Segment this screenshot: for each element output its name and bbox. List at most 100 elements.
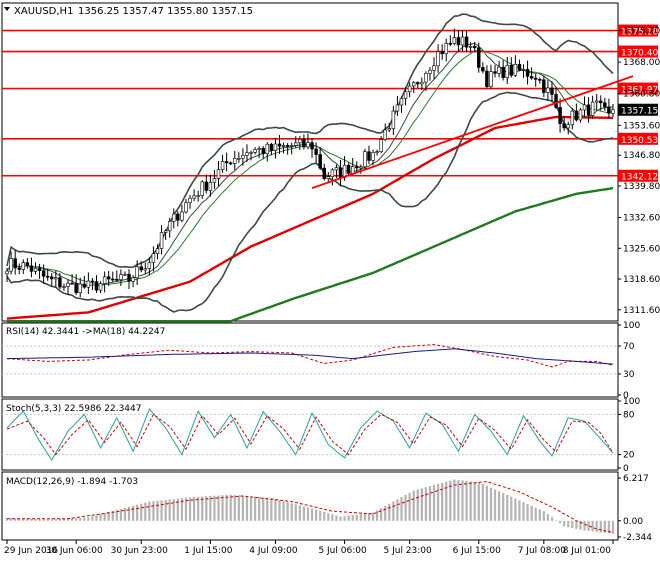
stoch-tick-label: 20 [623,451,635,461]
candle-body [375,151,379,153]
level-label-box [618,132,658,145]
candle-body [582,104,587,111]
candle-body [102,276,107,284]
macd-series-line [7,481,614,533]
rsi-frame [1,322,619,398]
candle-body [192,195,196,199]
candle-body [261,148,265,154]
collapse-triangle-icon[interactable] [4,7,10,11]
candle-body [521,69,526,71]
candle-body [359,166,363,169]
candle-body [472,45,477,49]
level-label-text: 1342.12 [621,173,658,183]
candle-body [249,151,253,154]
price-tick-label: 1353.60 [623,121,660,131]
candle-body [135,266,139,279]
candles [5,28,615,298]
candle-body [420,81,424,85]
candle-body [525,69,530,77]
level-label-text: 1375.18 [621,28,658,38]
candle-body [62,286,66,288]
level-label-box [618,82,658,95]
fast-ma-line-2 [6,49,614,285]
candle-body [481,67,485,72]
candle-body [558,107,562,124]
chart-header: XAUUSD,H1 1356.25 1357.47 1355.80 1357.1… [4,6,253,17]
price-tick-label: 1368.00 [623,58,660,68]
candle-body [111,278,115,281]
candle-body [5,270,9,275]
candle-body [574,110,579,121]
candle-body [477,47,481,68]
candle-body [41,270,46,277]
candle-body [184,202,188,213]
rsi-label: RSI(14) 42.3441 ->MA(18) 44.2247 [6,327,165,337]
macd-panel[interactable]: 6.217 0.00 -2.344 [5,474,652,543]
price-tick-label: 1311.60 [623,306,660,316]
candle-body [497,66,501,74]
candle-body [265,143,270,154]
candle-body [452,37,457,44]
candle-body [298,139,302,144]
candle-body [570,110,575,125]
candle-body [45,275,50,278]
candle-body [253,149,257,153]
candle-body [224,161,229,164]
candle-body [611,109,615,114]
candle-body [294,142,298,146]
candle-body [586,104,591,116]
current-price-label: 1357.15 [621,107,658,117]
stoch-frame [1,398,619,471]
candle-body [306,142,310,148]
rsi-tick-label: 70 [623,342,635,352]
candle-body [29,265,34,272]
candle-body [529,76,534,79]
time-tick-label: 29 Jun 2016 [4,546,58,556]
rsi-panel[interactable]: 100 70 30 0 [2,321,640,401]
candle-body [599,100,603,104]
candle-body [489,71,493,87]
candle-body [411,82,416,87]
stoch-panel[interactable]: 100 80 20 0 [2,397,640,474]
candle-body [269,143,274,151]
candle-body [440,51,444,55]
candle-body [119,274,123,281]
candle-body [273,143,278,151]
candle-body [17,267,21,270]
candle-body [338,167,343,178]
candle-body [590,101,595,116]
candle-body [456,37,461,46]
candle-body [379,139,383,152]
candle-body [98,283,103,291]
candle-body [281,145,286,147]
time-tick-label: 30 Jun 06:00 [46,546,103,556]
level-label: 1375.18 [618,24,658,38]
price-tick-label: 1360.80 [623,90,660,100]
price-tick-label: 1325.60 [623,244,660,254]
candle-body [485,70,489,87]
candle-body [310,142,314,150]
candle-body [90,280,95,283]
ma-green-line [7,186,614,323]
candle-body [350,166,355,174]
candle-body [566,124,570,129]
candle-body [50,276,54,280]
candle-body [416,82,420,85]
candle-body [330,169,335,178]
time-tick-label: 30 Jun 23:00 [111,546,168,556]
candle-body [533,77,538,80]
candle-body [468,45,473,48]
candle-body [395,104,400,112]
rsi-tick-label: 30 [623,370,635,380]
candle-body [228,162,233,165]
price-panel[interactable]: 1375.18 1370.40 1361.97 1350.53 1342.12 1375.… [2,13,660,323]
level-label: 1342.12 [618,169,658,183]
candle-body [241,155,245,159]
stoch-label: Stoch(5,3,3) 22.5986 22.3447 [6,404,141,414]
candle-body [180,211,184,221]
level-label-text: 1361.97 [621,86,658,96]
trendline[interactable] [311,75,634,189]
